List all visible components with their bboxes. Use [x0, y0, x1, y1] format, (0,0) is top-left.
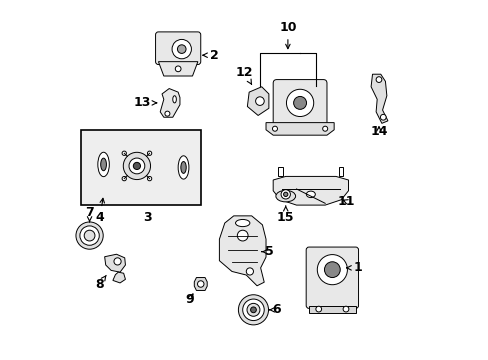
Circle shape: [147, 176, 151, 181]
Circle shape: [175, 66, 181, 72]
Circle shape: [164, 111, 169, 116]
Polygon shape: [308, 306, 355, 313]
Circle shape: [84, 230, 95, 241]
Circle shape: [250, 307, 256, 313]
Ellipse shape: [275, 190, 295, 202]
Circle shape: [380, 114, 386, 120]
Circle shape: [237, 230, 247, 241]
Circle shape: [129, 158, 144, 174]
Circle shape: [172, 40, 191, 59]
Circle shape: [80, 226, 99, 245]
Ellipse shape: [98, 152, 109, 177]
Text: 12: 12: [235, 66, 253, 84]
Circle shape: [246, 303, 260, 316]
Text: 7: 7: [85, 206, 94, 222]
Polygon shape: [194, 278, 207, 291]
Text: 10: 10: [279, 21, 296, 49]
Polygon shape: [370, 74, 387, 123]
Text: 3: 3: [143, 211, 151, 224]
Polygon shape: [273, 176, 348, 205]
Circle shape: [242, 299, 264, 320]
Polygon shape: [104, 254, 125, 272]
Circle shape: [122, 151, 126, 156]
Bar: [339, 167, 343, 176]
Circle shape: [283, 192, 287, 197]
FancyBboxPatch shape: [305, 247, 358, 309]
Bar: [278, 167, 282, 176]
Circle shape: [114, 258, 121, 265]
Circle shape: [317, 255, 346, 285]
Circle shape: [315, 306, 321, 312]
Text: 2: 2: [203, 49, 218, 62]
Circle shape: [133, 162, 140, 170]
Polygon shape: [219, 216, 265, 286]
Text: 11: 11: [337, 195, 355, 208]
Circle shape: [255, 97, 264, 105]
Circle shape: [76, 222, 103, 249]
Circle shape: [147, 151, 151, 156]
Polygon shape: [113, 272, 125, 283]
Bar: [81, 130, 201, 205]
FancyBboxPatch shape: [273, 80, 326, 126]
Text: 13: 13: [133, 96, 157, 109]
Text: 1: 1: [346, 261, 361, 274]
Polygon shape: [265, 123, 333, 135]
Circle shape: [343, 306, 348, 312]
Text: 14: 14: [369, 125, 387, 138]
Circle shape: [324, 262, 340, 278]
Circle shape: [177, 45, 185, 53]
Circle shape: [123, 152, 150, 180]
Text: 9: 9: [185, 293, 194, 306]
Text: 4: 4: [96, 198, 104, 224]
Ellipse shape: [172, 96, 176, 103]
Polygon shape: [160, 89, 180, 117]
Circle shape: [286, 89, 313, 117]
Circle shape: [246, 268, 253, 275]
Polygon shape: [158, 62, 198, 76]
Circle shape: [322, 126, 327, 131]
Ellipse shape: [306, 191, 315, 198]
Ellipse shape: [235, 220, 249, 226]
Circle shape: [293, 96, 306, 109]
Circle shape: [238, 295, 268, 325]
Circle shape: [197, 281, 203, 287]
Ellipse shape: [178, 156, 188, 179]
Text: 5: 5: [261, 245, 273, 258]
Text: 8: 8: [95, 275, 106, 291]
Circle shape: [272, 126, 277, 131]
Polygon shape: [247, 87, 268, 116]
Ellipse shape: [181, 162, 186, 174]
FancyBboxPatch shape: [155, 32, 201, 64]
Text: 15: 15: [276, 206, 294, 224]
Circle shape: [281, 190, 290, 199]
Ellipse shape: [101, 158, 106, 171]
Circle shape: [375, 77, 381, 82]
Circle shape: [122, 176, 126, 181]
Text: 6: 6: [269, 303, 281, 316]
